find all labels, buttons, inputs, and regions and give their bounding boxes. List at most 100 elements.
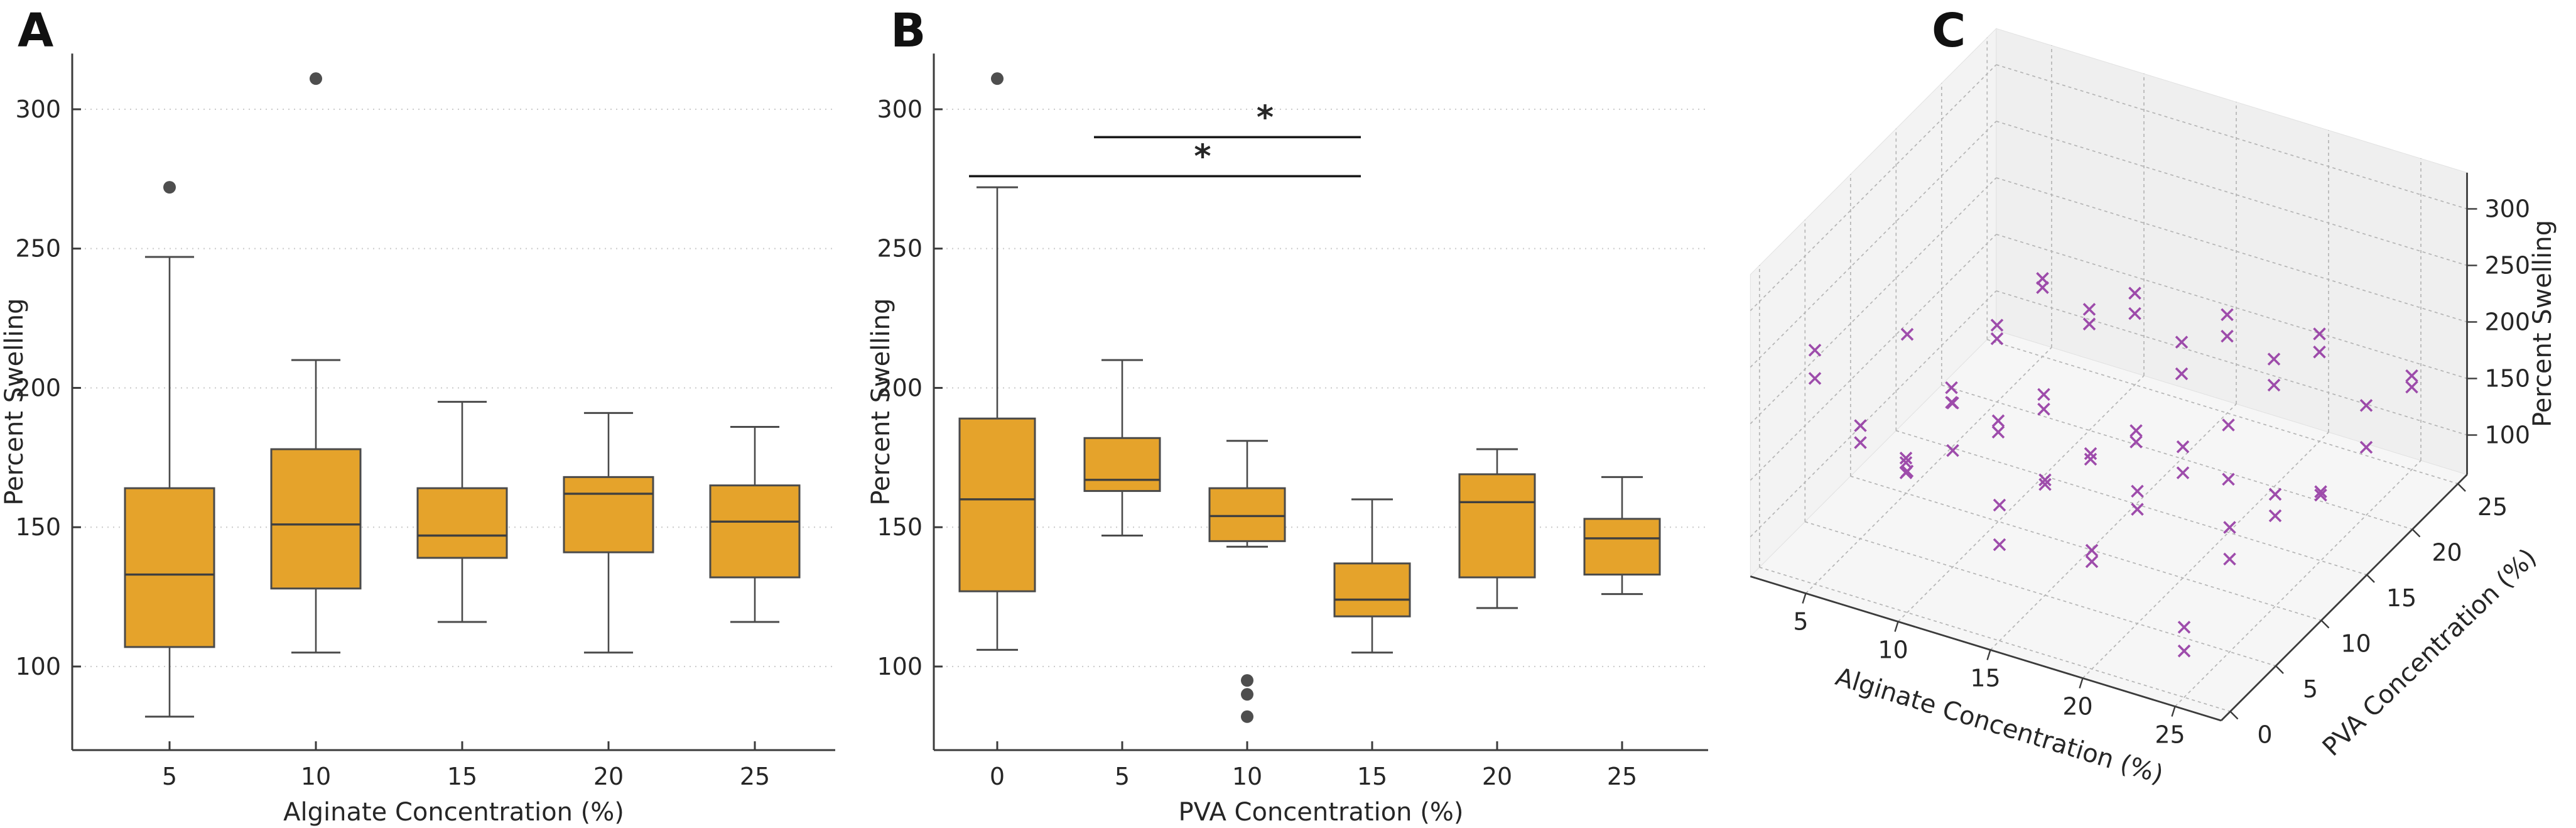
x-marker [2082,303,2096,316]
x-marker [2268,509,2282,523]
box [1208,487,1286,542]
alg-tick-label: 25 [2155,721,2185,749]
x-marker [2267,352,2281,366]
alginate-axis-spine [1750,575,2222,722]
x-marker [1990,319,2004,332]
box [709,484,801,579]
grid-floor-pva [1759,567,2231,712]
pva-tick [2411,528,2421,538]
pva-tick [2229,711,2239,720]
x-marker [2037,403,2050,416]
x-marker [2267,378,2281,392]
significance-asterisk: * [1194,138,1211,175]
x-marker [2176,466,2190,479]
pva-tick-label: 0 [2257,721,2272,749]
x-marker [1899,451,1913,465]
x-marker [2313,327,2326,340]
x-marker [2177,644,2191,658]
alg-tick [1986,650,1991,660]
x-marker [2038,477,2052,491]
x-marker [2221,329,2234,343]
x-marker [2405,369,2418,383]
panel-b-letter: B [890,4,926,58]
z-axis-label: Percent Swelling [2528,220,2557,427]
box [563,476,654,553]
x-marker [1993,538,2006,552]
y-tick-label: 300 [877,95,923,123]
pva-tick [2366,574,2375,583]
grid-rightwall-z [1996,234,2467,379]
x-tick-label: 15 [447,763,477,790]
x-marker [1854,419,1867,432]
x-marker [1854,436,1867,449]
outlier-point [1241,710,1253,723]
panel-b-boxplot: B 100 150 200 250 300 0 5 10 15 20 25 PVA Concentra… [867,0,1721,828]
outlier-point [991,72,1004,85]
grid-floor-pva [1987,339,2459,484]
x-marker [2130,435,2143,449]
x-marker [2359,440,2373,454]
y-tick-label: 100 [877,653,923,680]
box [124,487,215,648]
y-tick-label: 250 [877,235,923,263]
pva-tick [2320,619,2330,629]
alg-tick-label: 15 [1970,665,2000,692]
z-tick-label: 250 [2485,252,2531,280]
grid-floor-alg [1989,403,2237,651]
x-marker [2131,484,2144,498]
grid-leftwall-z [1750,290,1997,538]
alginate-boxplot-chart: 100 150 200 250 300 5 10 15 20 25 Alginate Concent… [0,53,835,827]
x-marker [1945,381,1958,395]
grid-leftwall-z [1750,64,1997,312]
pva-axis-spine [2221,474,2468,721]
grid-floor-pva [1941,384,2413,530]
pva-tick-label: 20 [2432,539,2462,567]
x-marker [2175,367,2189,381]
x-marker [1808,372,1822,385]
grid-leftwall-z [1750,177,1997,425]
alg-tick [2079,678,2084,689]
box [1458,473,1536,579]
x-marker [1808,344,1822,357]
grid-rightwall-z [1996,64,2467,210]
significance-asterisk: * [1257,99,1274,136]
alg-tick [1802,593,1807,604]
pva-tick-label: 10 [2341,630,2371,658]
x-marker [1991,414,2005,428]
x-marker [2084,452,2097,466]
alg-tick [1894,621,1899,632]
x-marker [2314,488,2327,502]
x-marker [1993,498,2006,512]
alg-tick [2171,706,2176,717]
box [1083,437,1161,493]
grid-rightwall-z [1996,121,2467,266]
x-marker [2221,308,2234,322]
x-marker [2130,424,2143,437]
grid-rightwall-z [1996,177,2467,323]
box [416,487,508,559]
x-marker [2268,488,2282,501]
outlier-point [1241,674,1253,687]
x-marker [2082,317,2096,331]
pva-tick [2457,483,2466,492]
outlier-point [1241,688,1253,701]
x-marker [2131,503,2144,516]
x-marker [2314,485,2327,498]
z-tick-label: 200 [2485,308,2531,336]
z-tick-label: 300 [2485,195,2531,223]
box [270,448,362,590]
x-marker [1946,396,1959,410]
x-tick-label: 20 [593,763,624,790]
grid-floor-pva [1805,521,2276,667]
y-tick-label: 200 [15,374,61,401]
alg-tick-label: 5 [1793,608,1808,636]
x-marker [2038,473,2052,487]
alg-tick-label: 20 [2062,693,2092,721]
x-marker [2177,621,2191,634]
x-tick-label: 25 [740,763,770,790]
x-tick-label: 5 [1115,763,1130,790]
x-marker [2359,399,2373,412]
x-marker [1990,332,2004,346]
x-tick-label: 5 [162,763,177,790]
